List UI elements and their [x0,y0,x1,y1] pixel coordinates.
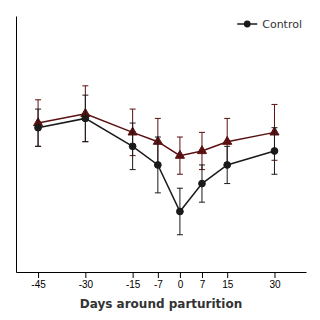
point [271,148,278,155]
point [82,115,89,122]
x-tick-label: 30 [269,279,281,290]
x-tick-label: 7 [200,279,206,290]
x-tick-label: 0 [178,279,184,290]
legend-label: Control [262,18,302,31]
x-tick: 7 [200,272,206,290]
error-bar [35,109,41,146]
x-tick-mark [133,272,134,278]
chart: -45 -30 -15 -7 0 7 15 30 Days around parturition… [0,0,320,320]
point [224,162,231,169]
x-tick-label: -45 [31,279,46,290]
series-line [38,118,274,211]
point [129,143,136,150]
point [223,136,232,144]
x-tick-label: -15 [126,279,141,290]
legend: Control [237,18,302,31]
x-axis: -45 -30 -15 -7 0 7 15 30 [17,272,307,290]
legend-item: Control [237,18,302,31]
error-bar [82,95,88,142]
x-tick-label: 15 [222,279,234,290]
x-tick-mark [202,272,203,278]
error-bar [155,137,161,193]
x-tick-label: -30 [79,279,94,290]
x-tick: -30 [79,272,94,290]
error-bar [271,128,277,175]
plot: -45 -30 -15 -7 0 7 15 30 Days around parturition… [17,17,307,312]
point [35,124,42,131]
error-bar [199,165,205,202]
point [197,146,206,154]
x-tick-mark [158,272,159,278]
x-tick-mark [227,272,228,278]
x-tick-mark [274,272,275,278]
marks [34,86,280,235]
error-bar [177,188,183,235]
legend-marker [244,21,251,28]
point [175,150,184,158]
x-tick: 15 [222,272,234,290]
x-tick: 30 [269,272,281,290]
x-axis-title: Days around parturition [80,297,243,311]
y-axis [16,17,17,273]
point [177,208,184,215]
x-tick: -7 [154,272,163,290]
error-bar [130,123,136,170]
x-tick: 0 [178,272,184,290]
x-tick-mark [85,272,86,278]
point [154,162,161,169]
x-tick-mark [180,272,181,278]
x-tick: -15 [126,272,141,290]
error-bar [224,146,230,183]
point [199,180,206,187]
series [35,95,278,235]
x-tick-mark [38,272,39,278]
x-axis-line [17,272,307,273]
x-tick: -45 [31,272,46,290]
y-axis-line [16,17,17,273]
x-tick-label: -7 [154,279,163,290]
